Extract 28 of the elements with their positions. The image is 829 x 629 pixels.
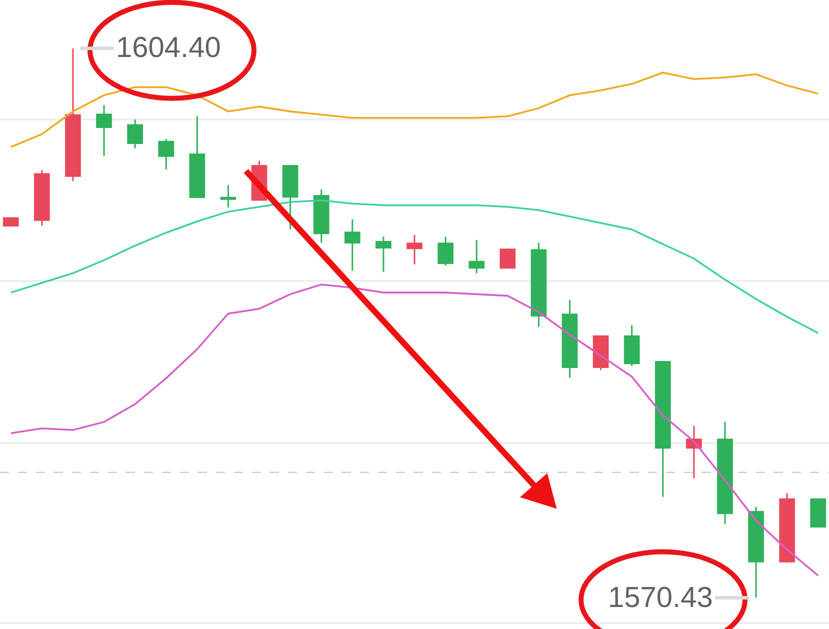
candlestick <box>717 421 733 525</box>
candlestick <box>562 299 578 379</box>
candlestick <box>406 234 422 266</box>
candlestick <box>34 169 50 227</box>
candlestick <box>748 506 764 598</box>
candlestick <box>530 242 547 328</box>
candlestick <box>2 217 19 227</box>
candlestick <box>779 492 796 564</box>
candlestick <box>654 361 671 498</box>
candlestick <box>65 48 81 182</box>
candlestick <box>376 236 392 272</box>
candlestick <box>344 218 360 272</box>
annotation: 1570.43 <box>608 582 713 614</box>
candlestick <box>313 188 330 244</box>
candlestick <box>624 324 640 367</box>
candlestick <box>500 248 516 269</box>
candlestick <box>96 104 112 156</box>
candlestick <box>158 138 174 170</box>
candlestick <box>468 239 485 274</box>
candlestick <box>127 118 143 150</box>
candlestick <box>282 165 298 230</box>
candlestick <box>810 498 826 528</box>
annotation: 1604.40 <box>116 32 221 64</box>
candlestick <box>686 425 702 480</box>
candlestick <box>220 184 236 208</box>
candlestick <box>438 236 454 266</box>
candlestick <box>592 335 609 371</box>
candlestick <box>189 115 206 198</box>
